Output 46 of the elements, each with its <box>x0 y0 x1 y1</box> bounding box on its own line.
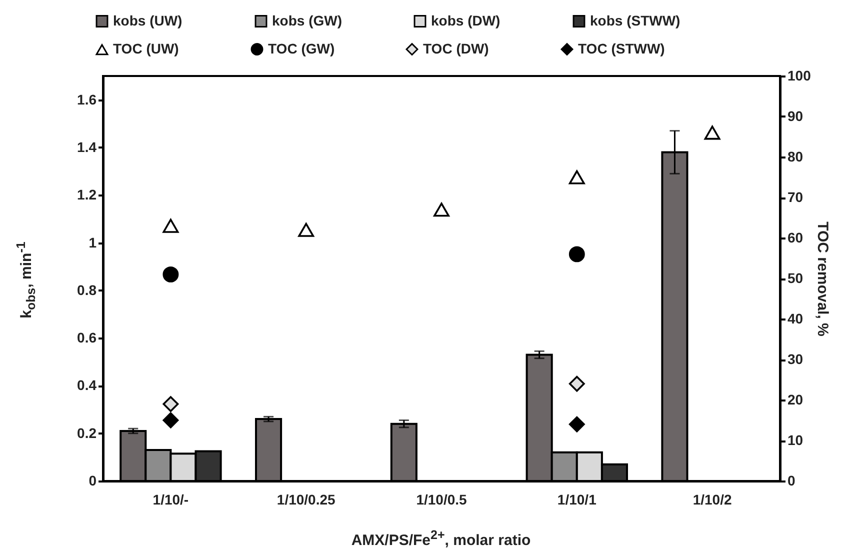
legend-label: TOC (UW) <box>113 40 179 57</box>
legend-label: kobs (UW) <box>113 12 182 28</box>
legend-label: TOC (STWW) <box>578 40 665 56</box>
y-tick-label: 1.4 <box>77 138 97 155</box>
point <box>162 266 179 282</box>
point <box>568 376 585 392</box>
y-tick-label: 1 <box>88 234 97 250</box>
y2-tick-label: 100 <box>788 68 812 84</box>
y-tick-label: 0.6 <box>77 330 97 346</box>
point <box>434 202 450 217</box>
x-tick-label: 1/10/0.5 <box>416 492 468 508</box>
y-tick-label: 0.8 <box>77 282 97 298</box>
y2-axis-title: TOC removal, % <box>814 222 831 336</box>
point <box>162 396 179 412</box>
y2-tick-label: 80 <box>788 148 804 164</box>
legend-label: kobs (STWW) <box>590 12 680 28</box>
y-tick-label: 0 <box>88 472 97 488</box>
y2-tick-label: 50 <box>788 270 804 286</box>
point <box>568 416 585 432</box>
point <box>162 218 179 233</box>
y2-tick-label: 20 <box>788 392 804 408</box>
point <box>704 126 720 140</box>
legend-label: TOC (DW) <box>423 40 489 56</box>
y2-tick-label: 90 <box>788 108 804 124</box>
y2-tick-label: 0 <box>788 472 796 488</box>
legend-label: kobs (DW) <box>431 12 500 28</box>
y2-tick-label: 10 <box>788 432 804 448</box>
x-tick-label: 1/10/2 <box>692 492 732 508</box>
legend-label: TOC (GW) <box>268 40 335 56</box>
y-tick-label: 0.4 <box>77 377 97 394</box>
x-axis-title: AMX/PS/Fe$^{2+}$, molar ratio <box>351 528 531 549</box>
legend-label: kobs (GW) <box>272 12 342 28</box>
x-tick-label: 1/10/- <box>152 492 189 508</box>
y-tick-label: 0.2 <box>77 424 97 441</box>
x-tick-label: 1/10/1 <box>557 492 597 508</box>
point <box>298 222 314 237</box>
point <box>568 170 585 184</box>
y2-tick-label: 60 <box>788 230 804 246</box>
y2-tick-label: 70 <box>788 189 804 205</box>
x-tick-label: 1/10/0.25 <box>276 492 336 508</box>
y-tick-label: 1.6 <box>77 91 97 108</box>
y2-tick-label: 40 <box>788 310 804 326</box>
y2-tick-label: 30 <box>788 351 804 367</box>
point <box>568 246 585 262</box>
point <box>162 412 179 428</box>
y-tick-label: 1.2 <box>77 186 97 203</box>
